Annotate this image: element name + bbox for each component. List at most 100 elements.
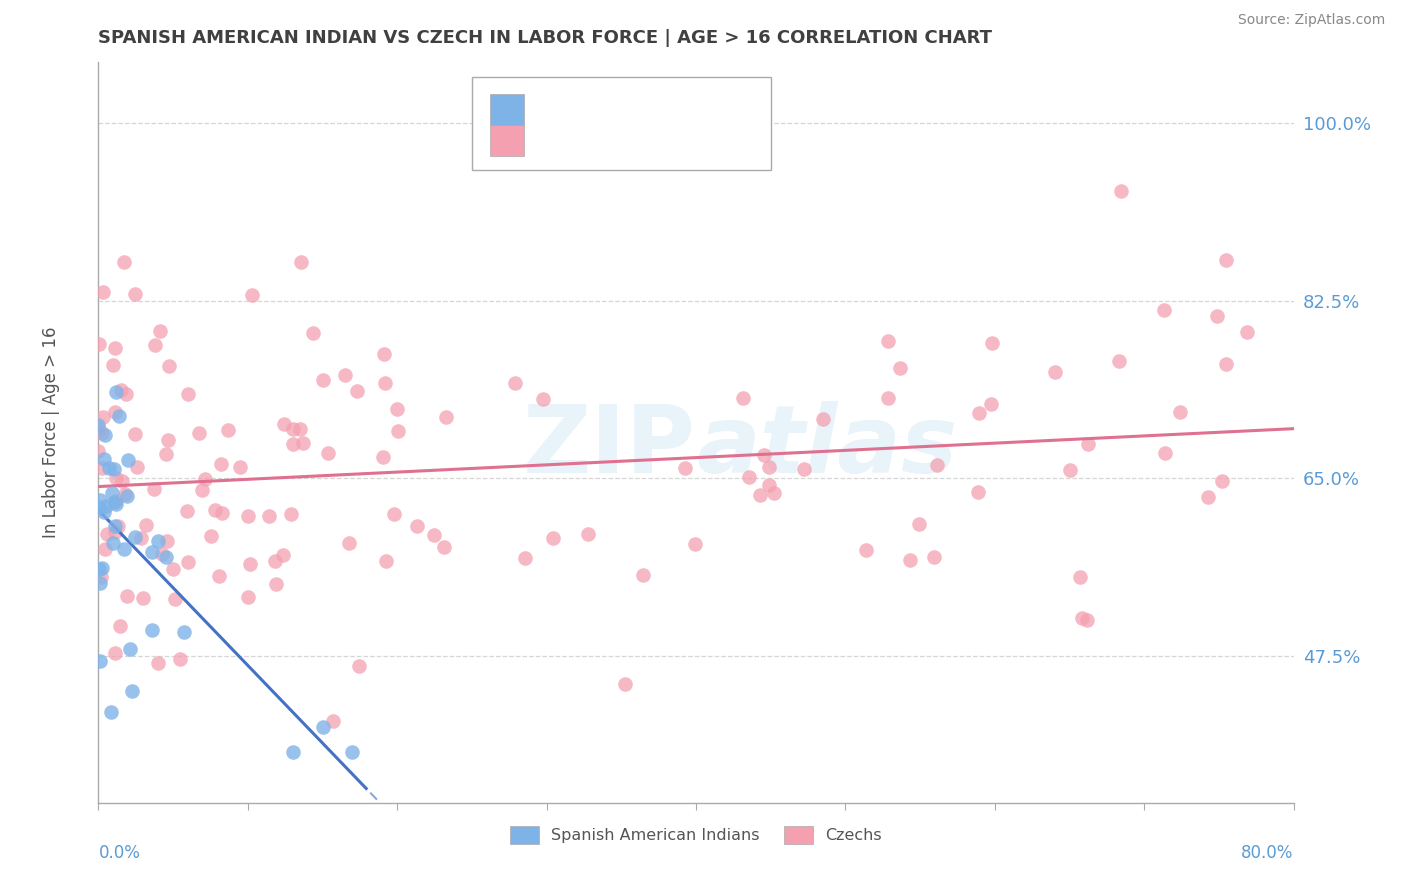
Point: [91, 460, 114, 475]
Point: [349, 658, 371, 673]
Point: [333, 368, 356, 383]
Point: [87, 562, 110, 576]
Point: [316, 445, 339, 459]
Point: [423, 528, 446, 542]
Point: [280, 507, 302, 521]
Point: [346, 384, 368, 398]
Point: [163, 591, 186, 606]
Point: [121, 684, 143, 698]
Text: R =: R =: [538, 131, 583, 149]
Point: [94, 499, 117, 513]
Point: [385, 402, 408, 417]
Point: [118, 642, 141, 657]
Text: 35: 35: [709, 100, 734, 118]
Point: [148, 534, 170, 549]
Point: [142, 482, 165, 496]
Point: [238, 557, 260, 571]
Point: [141, 624, 163, 638]
Point: [263, 554, 285, 568]
Point: [281, 437, 304, 451]
Point: [900, 553, 922, 567]
Point: [90, 570, 112, 584]
Point: [104, 493, 127, 508]
Point: [683, 537, 706, 551]
Point: [273, 417, 295, 431]
Point: [382, 507, 405, 521]
Point: [146, 656, 169, 670]
Point: [908, 516, 931, 531]
Point: [1206, 309, 1229, 323]
Point: [176, 387, 198, 401]
Point: [373, 347, 395, 361]
Point: [129, 532, 152, 546]
FancyBboxPatch shape: [491, 94, 524, 125]
Point: [149, 324, 172, 338]
Point: [311, 720, 333, 734]
Point: [93, 452, 115, 467]
Point: [291, 436, 314, 450]
Point: [135, 518, 157, 533]
Point: [924, 550, 946, 565]
Point: [302, 326, 325, 340]
Point: [91, 410, 114, 425]
Point: [141, 544, 163, 558]
Point: [889, 361, 911, 376]
Point: [111, 474, 134, 488]
FancyBboxPatch shape: [472, 78, 772, 169]
Point: [515, 551, 537, 566]
Point: [93, 542, 115, 557]
Point: [87, 337, 110, 351]
Text: In Labor Force | Age > 16: In Labor Force | Age > 16: [42, 326, 59, 539]
Point: [322, 714, 344, 729]
Point: [967, 406, 990, 420]
Point: [631, 568, 654, 582]
Point: [242, 287, 264, 301]
Point: [266, 576, 288, 591]
Point: [211, 506, 233, 520]
Text: 0.0%: 0.0%: [98, 844, 141, 862]
Point: [191, 483, 214, 497]
Point: [117, 453, 139, 467]
Point: [87, 444, 110, 458]
Point: [1236, 325, 1258, 339]
Point: [1059, 463, 1081, 477]
Point: [238, 508, 260, 523]
Point: [1076, 613, 1098, 627]
Point: [337, 536, 360, 550]
Point: [877, 334, 900, 348]
Point: [156, 433, 179, 447]
Point: [374, 376, 396, 390]
Point: [104, 646, 127, 660]
Point: [87, 417, 110, 432]
Point: [312, 373, 335, 387]
Point: [194, 472, 217, 486]
Point: [1153, 303, 1175, 318]
Point: [104, 341, 127, 355]
Point: [541, 531, 564, 545]
Point: [107, 518, 129, 533]
Point: [281, 745, 304, 759]
Point: [103, 495, 125, 509]
Point: [209, 457, 232, 471]
Point: [101, 359, 124, 373]
Point: [104, 519, 127, 533]
Point: [104, 405, 127, 419]
Point: [169, 652, 191, 666]
Point: [925, 458, 948, 473]
Point: [281, 422, 304, 436]
Point: [980, 397, 1002, 411]
Point: [1070, 611, 1092, 625]
Point: [105, 471, 128, 485]
Text: SPANISH AMERICAN INDIAN VS CZECH IN LABOR FORCE | AGE > 16 CORRELATION CHART: SPANISH AMERICAN INDIAN VS CZECH IN LABO…: [98, 29, 993, 46]
Point: [155, 447, 177, 461]
Point: [1077, 437, 1099, 451]
Point: [1154, 446, 1177, 460]
Point: [114, 487, 136, 501]
Point: [1069, 570, 1091, 584]
Point: [1215, 252, 1237, 267]
Point: [89, 654, 111, 668]
Point: [89, 492, 111, 507]
Text: 0.174: 0.174: [586, 131, 643, 149]
Text: 80.0%: 80.0%: [1241, 844, 1294, 862]
Point: [855, 543, 877, 558]
